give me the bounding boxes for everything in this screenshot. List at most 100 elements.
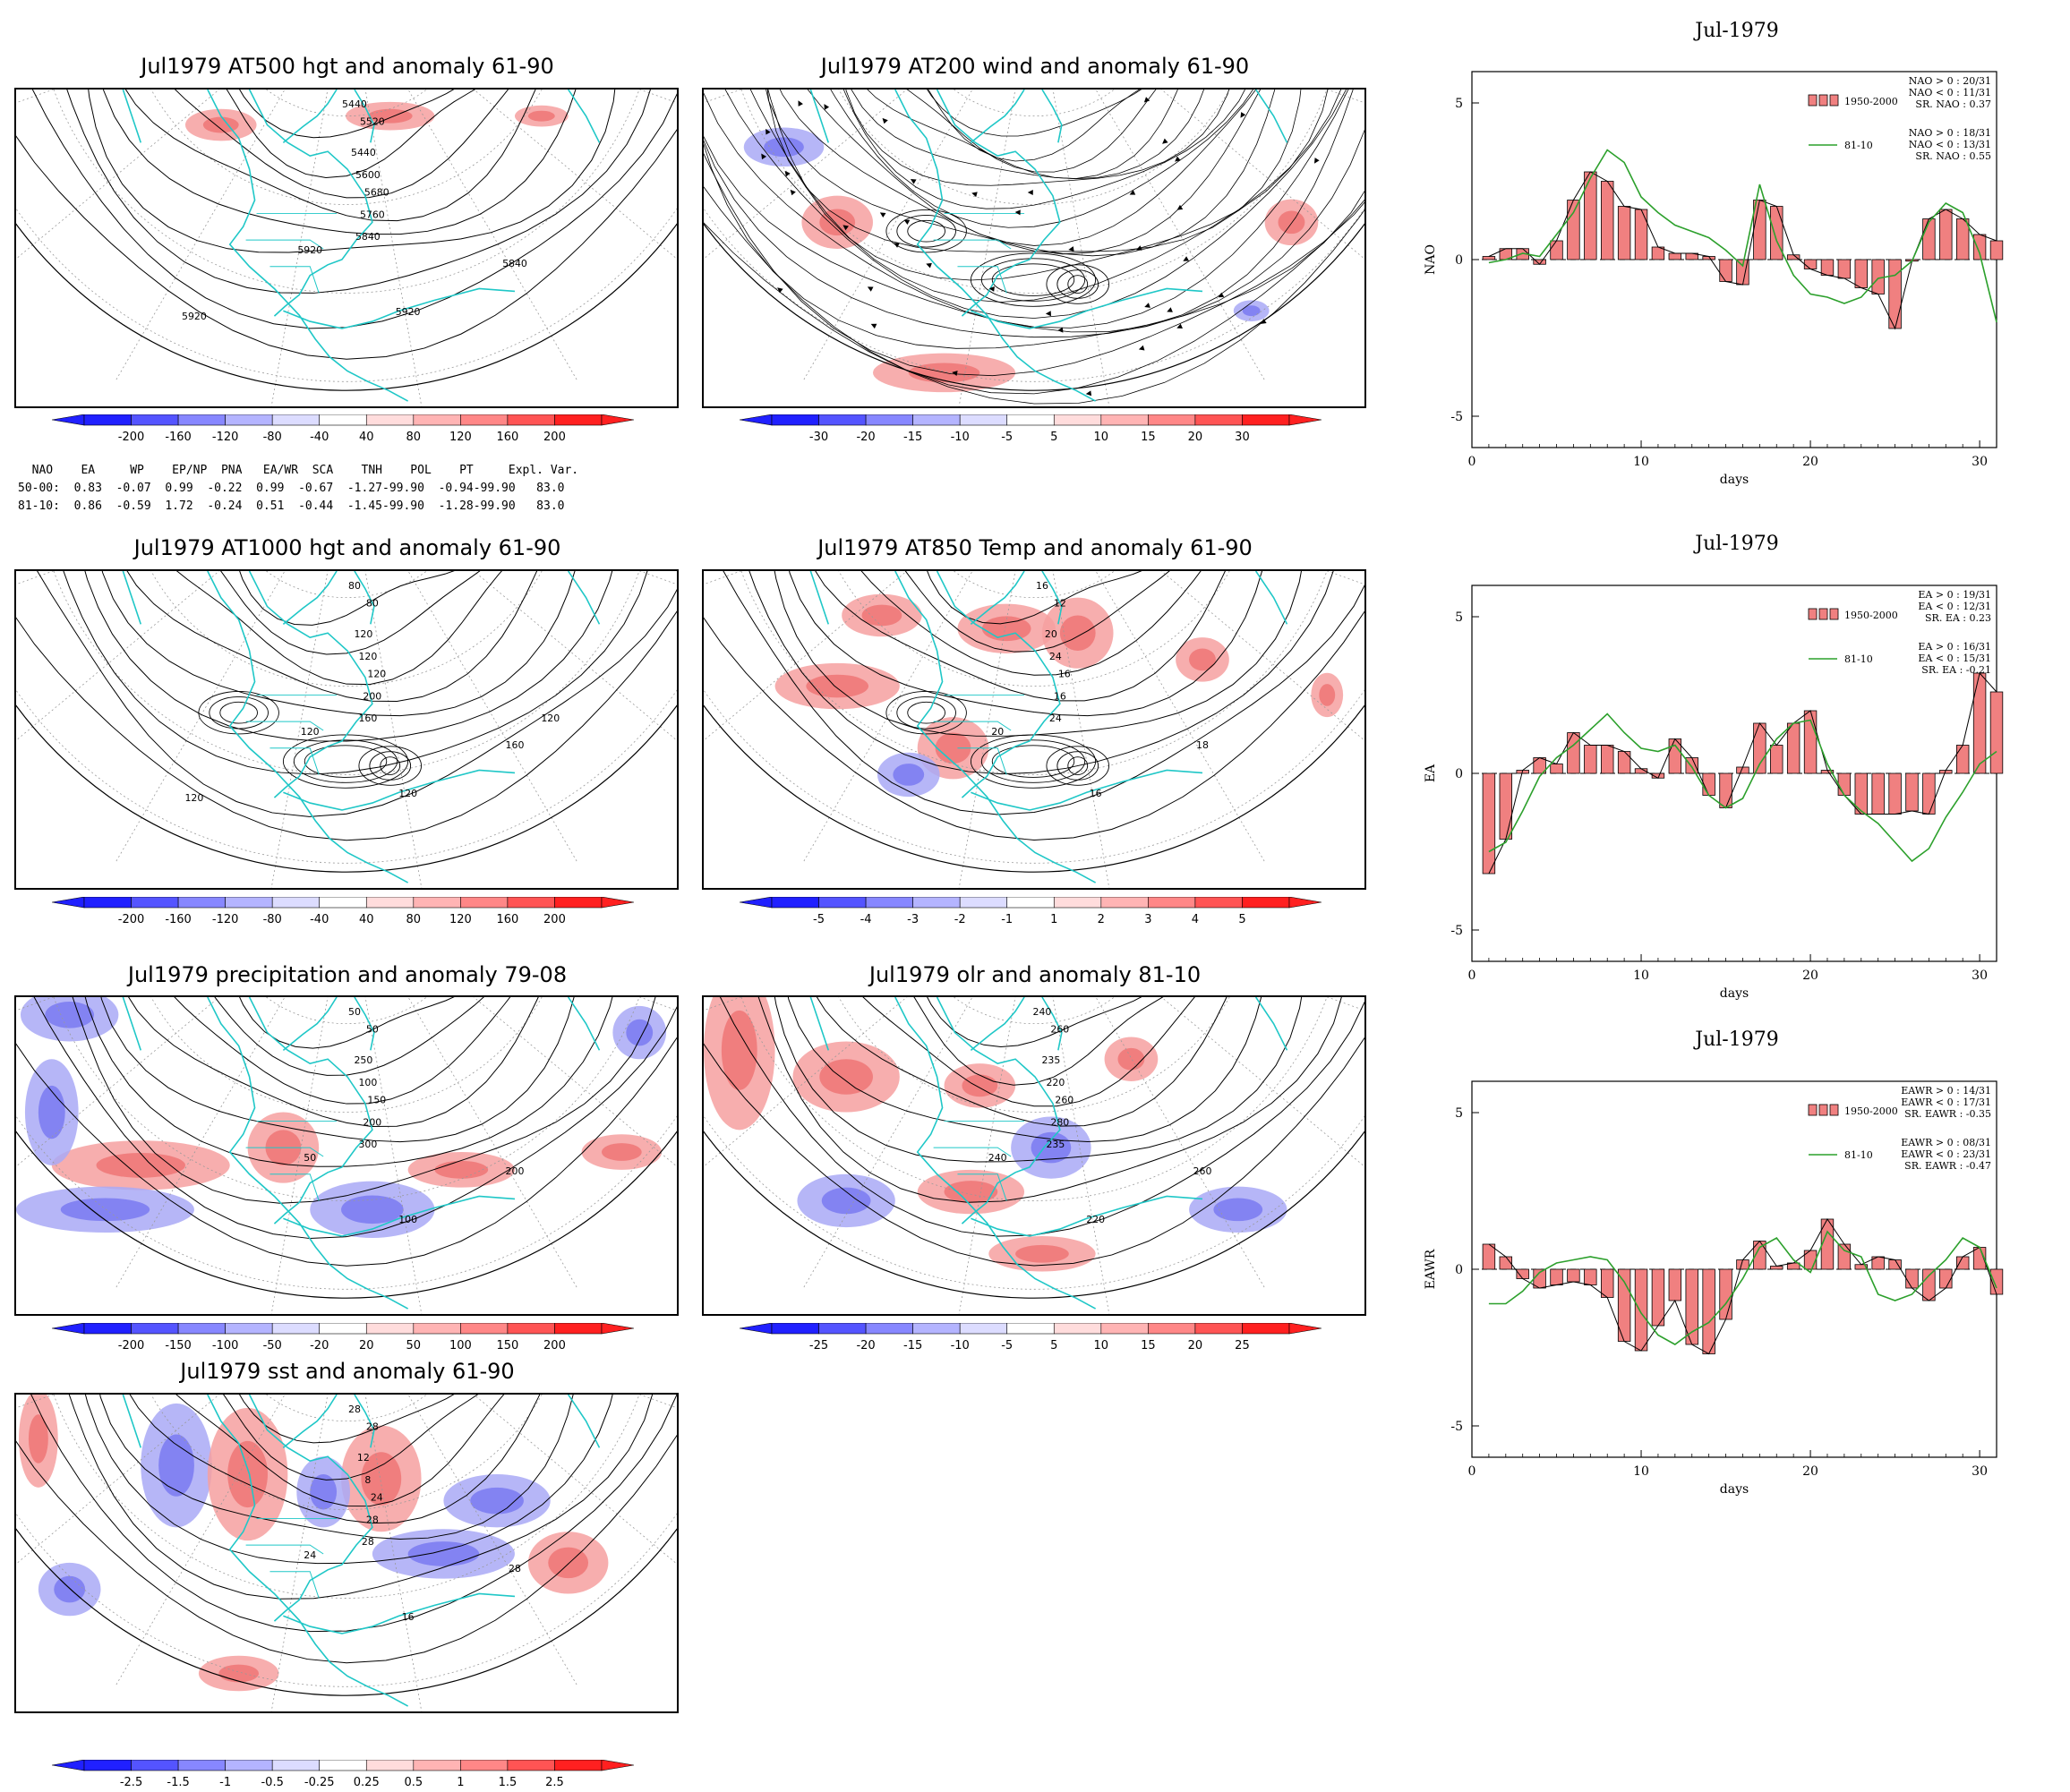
index-table: NAO EA WP EP/NP PNA EA/WR SCA TNH POL PT… xyxy=(18,444,578,533)
negative-anomaly-core xyxy=(341,1195,404,1225)
meridian-line xyxy=(407,997,578,1290)
contour-line xyxy=(220,571,481,655)
colorbar-segment xyxy=(177,414,226,426)
wind-arrow xyxy=(867,286,874,292)
colorbar-segment xyxy=(413,896,461,909)
colorbar-segment xyxy=(365,414,415,426)
contour-label: 260 xyxy=(1193,1165,1212,1177)
closed-contour xyxy=(209,695,269,730)
colorbar-label: 200 xyxy=(543,913,566,926)
series-line-81-10 xyxy=(1488,1230,1997,1345)
colorbar-segment xyxy=(83,414,132,426)
meridian-line xyxy=(270,1395,329,1711)
colorbar-label: 200 xyxy=(543,1339,566,1352)
wind-arrow xyxy=(879,212,886,218)
closed-contour xyxy=(1067,756,1089,775)
negative-anomaly-core xyxy=(45,1001,95,1028)
colorbar-segment xyxy=(225,1322,273,1335)
bar xyxy=(1719,1268,1732,1320)
negative-anomaly-core xyxy=(821,1187,871,1215)
colorbar-segment xyxy=(912,1322,961,1335)
latitude-circle xyxy=(150,997,543,1113)
colorbar-label: -200 xyxy=(118,913,145,926)
x-tick-label: 20 xyxy=(1802,455,1818,469)
contour-line xyxy=(214,997,484,1076)
meridian-line xyxy=(958,90,1016,406)
hemisphere-boundary xyxy=(16,704,677,873)
bar xyxy=(1955,1256,1970,1270)
closed-contour xyxy=(991,745,1075,778)
colorbar-label: -3 xyxy=(907,913,919,926)
colorbar-segment xyxy=(1053,1322,1102,1335)
x-tick-label: 10 xyxy=(1633,969,1649,983)
contour-line xyxy=(723,571,1364,815)
stats-label: EAWR > 0 : 14/31 xyxy=(1901,1085,1991,1097)
bar xyxy=(1567,200,1580,260)
contour-line xyxy=(103,90,577,235)
legend-swatch-bar xyxy=(1829,1104,1839,1116)
contour-line xyxy=(30,1395,677,1633)
colorbar-segment xyxy=(1148,1322,1196,1335)
contour-line xyxy=(766,90,1276,257)
contour-label: 5680 xyxy=(364,187,389,199)
closed-contour xyxy=(980,258,1086,302)
colorbar-label: 25 xyxy=(1235,1339,1250,1352)
bar xyxy=(1719,259,1732,282)
map-title: Jul1979 AT1000 hgt and anomaly 61-90 xyxy=(133,535,561,560)
y-tick-label: 0 xyxy=(1455,767,1463,781)
stats-label: EAWR < 0 : 23/31 xyxy=(1901,1148,1991,1160)
contour-line xyxy=(223,1395,479,1481)
colorbar-label: -200 xyxy=(118,1339,145,1352)
contour-label: 50 xyxy=(304,1152,316,1164)
colorbar-label: -100 xyxy=(212,1339,239,1352)
colorbar-segment xyxy=(460,414,509,426)
colorbar-label: 5 xyxy=(1238,913,1245,926)
contour-label: 5920 xyxy=(396,306,421,318)
x-tick-label: 10 xyxy=(1633,455,1649,469)
colorbar-segment xyxy=(818,414,867,426)
x-tick-label: 30 xyxy=(1972,1464,1988,1479)
colorbar-at200: -30 -20 -15 -10 -5 5 10 15 20 30 xyxy=(739,414,1322,444)
colorbar-label: 50 xyxy=(406,1339,422,1352)
wind-arrow xyxy=(798,100,803,107)
positive-anomaly-core xyxy=(819,209,856,236)
wind-arrow xyxy=(766,128,771,135)
contour-line xyxy=(779,90,1262,255)
positive-anomaly-core xyxy=(1015,1244,1069,1263)
x-tick-label: 20 xyxy=(1802,969,1818,983)
colorbar-tip-left xyxy=(51,1322,85,1335)
bar xyxy=(1601,1268,1614,1298)
wind-arrow xyxy=(971,192,978,198)
meridian-line xyxy=(1095,571,1266,864)
colorbar-label: 0.5 xyxy=(404,1776,423,1788)
y-tick-label: 5 xyxy=(1455,1106,1463,1121)
contour-line xyxy=(704,129,1364,338)
latitude-circle xyxy=(953,571,1116,599)
colorbar-segment xyxy=(771,1322,819,1335)
contour-line xyxy=(100,997,575,1143)
meridian-line xyxy=(364,571,423,888)
closed-contour xyxy=(198,691,279,735)
colorbar-segment xyxy=(131,1759,179,1771)
map-at1000: 80 80 120 120 120 200 160 120 120 160 120 120 xyxy=(14,569,679,890)
colorbar-segment xyxy=(959,1322,1008,1335)
colorbar-label: -5 xyxy=(1001,1339,1013,1352)
colorbar-segment xyxy=(818,1322,867,1335)
contour-label: 28 xyxy=(362,1536,374,1548)
bar xyxy=(1922,218,1936,260)
colorbar-label: -10 xyxy=(951,1339,970,1352)
latitude-circle xyxy=(953,997,1116,1025)
contour-label: 28 xyxy=(366,1514,379,1525)
coastline xyxy=(122,90,601,402)
colorbar-label: -0.25 xyxy=(304,1776,335,1788)
colorbar-label: -1 xyxy=(219,1776,231,1788)
positive-anomaly-core xyxy=(527,110,555,122)
colorbar-label: 20 xyxy=(359,1339,374,1352)
bar xyxy=(1617,751,1631,774)
contour-line xyxy=(767,90,1329,281)
stats-label: SR. EAWR : -0.35 xyxy=(1904,1108,1991,1120)
bar xyxy=(1601,181,1614,260)
closed-contour xyxy=(1056,269,1099,299)
wind-arrow xyxy=(1057,327,1064,333)
colorbar-segment xyxy=(554,896,603,909)
